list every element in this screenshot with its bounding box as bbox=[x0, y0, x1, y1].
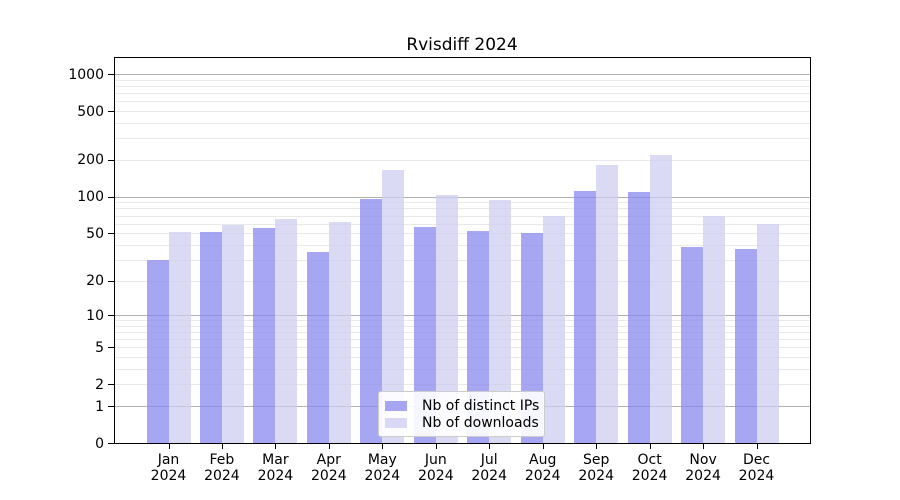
y-axis-tick-50 bbox=[108, 233, 114, 235]
bar-downloads-apr bbox=[328, 221, 351, 443]
minor-gridline-300 bbox=[115, 138, 810, 140]
y-axis-tick-label: 0 bbox=[95, 435, 104, 452]
x-axis-label-jan: Jan 2024 bbox=[150, 452, 187, 484]
bar-distinct-ips-jul bbox=[467, 231, 490, 443]
x-axis-tick-feb bbox=[221, 444, 223, 449]
minor-gridline-600 bbox=[115, 101, 810, 103]
plot-area: 0 1 2 5 10 20 50 100 200 500 1000 Jan 2024 Feb 2024 Mar… bbox=[68, 57, 811, 484]
x-axis-tick-oct bbox=[649, 444, 651, 449]
bar-downloads-dec bbox=[756, 223, 779, 443]
y-axis-tick-label: 100 bbox=[77, 189, 104, 206]
bar-distinct-ips-jan bbox=[146, 259, 169, 443]
bar-distinct-ips-mar bbox=[253, 228, 276, 443]
legend: Nb of distinct IPs Nb of downloads bbox=[378, 391, 545, 437]
x-axis-tick-nov bbox=[703, 444, 705, 449]
x-axis-tick-jan bbox=[168, 444, 170, 449]
y-axis-tick-1 bbox=[108, 406, 114, 407]
x-axis-tick-apr bbox=[328, 444, 330, 449]
legend-label-downloads: Nb of downloads bbox=[422, 414, 539, 431]
legend-item-distinct-ips: Nb of distinct IPs bbox=[385, 397, 540, 414]
legend-item-downloads: Nb of downloads bbox=[385, 414, 539, 431]
x-axis-label-apr: Apr 2024 bbox=[310, 452, 347, 484]
minor-gridline-800 bbox=[115, 86, 810, 88]
x-axis-tick-may bbox=[382, 444, 384, 449]
bar-distinct-ips-jun bbox=[413, 227, 436, 443]
minor-gridline-400 bbox=[115, 123, 810, 124]
y-axis-tick-label: 5 bbox=[95, 339, 104, 356]
y-axis-tick-label: 1000 bbox=[68, 66, 104, 83]
y-axis-tick-1000 bbox=[108, 74, 114, 76]
bar-downloads-may bbox=[382, 169, 405, 443]
bar-downloads-oct bbox=[649, 155, 672, 443]
bar-distinct-ips-aug bbox=[520, 233, 543, 443]
y-axis-tick-label: 50 bbox=[86, 225, 104, 242]
legend-label-distinct-ips: Nb of distinct IPs bbox=[422, 397, 540, 414]
x-axis-tick-mar bbox=[275, 444, 277, 449]
y-axis-tick-200 bbox=[108, 159, 114, 161]
minor-gridline-90 bbox=[115, 202, 810, 204]
x-axis-label-sep: Sep 2024 bbox=[578, 452, 614, 484]
x-axis-label-jun: Jun 2024 bbox=[417, 452, 454, 484]
bar-downloads-jul bbox=[489, 199, 512, 443]
y-axis-tick-0 bbox=[108, 443, 114, 444]
bar-downloads-aug bbox=[542, 215, 565, 443]
y-axis-tick-label: 1 bbox=[95, 398, 104, 415]
x-axis-label-may: May 2024 bbox=[364, 452, 401, 484]
y-axis-tick-label: 2 bbox=[95, 376, 104, 393]
x-axis-label-dec: Dec 2024 bbox=[738, 452, 775, 484]
x-axis-label-oct: Oct 2024 bbox=[631, 452, 668, 484]
x-axis-label-mar: Mar 2024 bbox=[257, 452, 294, 484]
y-axis-tick-label: 10 bbox=[86, 307, 104, 324]
x-axis-label-feb: Feb 2024 bbox=[204, 452, 240, 484]
bar-distinct-ips-nov bbox=[681, 247, 704, 443]
y-axis-tick-20 bbox=[108, 280, 114, 282]
y-axis-tick-label: 20 bbox=[86, 273, 104, 289]
y-axis-tick-5 bbox=[108, 347, 114, 349]
y-axis-tick-label: 200 bbox=[77, 152, 104, 169]
bar-downloads-nov bbox=[703, 215, 726, 443]
bar-distinct-ips-sep bbox=[574, 191, 597, 443]
major-gridline-100 bbox=[115, 196, 810, 198]
bar-downloads-mar bbox=[275, 218, 298, 443]
x-axis-tick-aug bbox=[542, 444, 544, 449]
y-axis-tick-label: 500 bbox=[77, 103, 104, 120]
y-axis-tick-2 bbox=[108, 384, 114, 386]
legend-swatch-distinct-ips bbox=[385, 400, 407, 411]
y-axis-tick-100 bbox=[108, 196, 114, 198]
x-axis-tick-dec bbox=[756, 444, 758, 449]
chart-title: Rvisdiff 2024 bbox=[406, 35, 518, 55]
bar-downloads-jun bbox=[435, 194, 458, 443]
x-axis-label-aug: Aug 2024 bbox=[524, 452, 561, 484]
bar-distinct-ips-may bbox=[360, 198, 383, 443]
bar-distinct-ips-dec bbox=[734, 248, 757, 443]
minor-gridline-500 bbox=[115, 111, 810, 113]
x-axis-label-jul: Jul 2024 bbox=[471, 452, 507, 484]
bar-distinct-ips-oct bbox=[627, 192, 650, 443]
bar-downloads-jan bbox=[168, 232, 191, 443]
bar-downloads-sep bbox=[596, 165, 619, 443]
x-axis-tick-sep bbox=[596, 444, 598, 449]
bar-downloads-feb bbox=[221, 225, 244, 443]
minor-gridline-80 bbox=[115, 208, 810, 210]
x-axis-tick-jun bbox=[435, 444, 437, 449]
minor-gridline-200 bbox=[115, 159, 810, 161]
minor-gridline-900 bbox=[115, 79, 810, 81]
y-axis-tick-500 bbox=[108, 111, 114, 113]
x-axis-label-nov: Nov 2024 bbox=[685, 452, 721, 484]
major-gridline-1000 bbox=[115, 74, 810, 76]
legend-swatch-downloads bbox=[385, 417, 407, 428]
bar-distinct-ips-apr bbox=[306, 251, 329, 443]
bar-distinct-ips-feb bbox=[199, 232, 222, 443]
y-axis-tick-10 bbox=[108, 315, 114, 316]
x-axis-tick-jul bbox=[489, 444, 491, 449]
minor-gridline-700 bbox=[115, 93, 810, 95]
